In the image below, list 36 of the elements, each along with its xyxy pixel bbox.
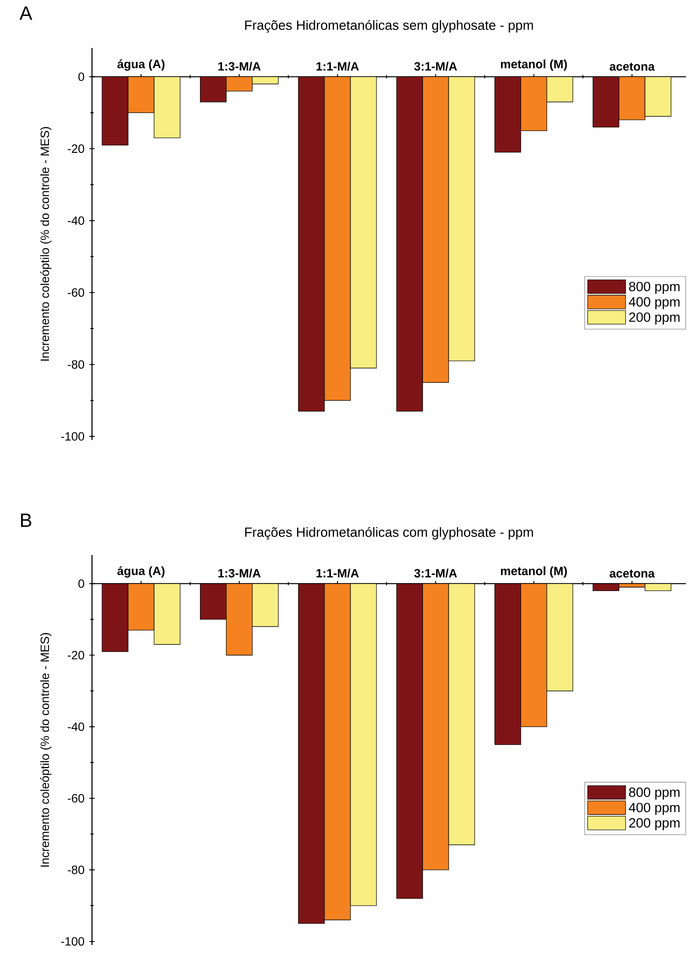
y-axis-title: Incremento coleóptilo (% do controle - MES) [40, 633, 52, 867]
legend-label: 800 ppm [629, 282, 680, 294]
text: A [20, 6, 32, 20]
x-tick-label: metanol (M) [500, 60, 567, 71]
x-tick-label: água (A) [117, 566, 164, 578]
y-tick-label: -40 [68, 216, 84, 225]
chart-title: Frações Hidrometanólicas com glyphosate - ppm [245, 526, 533, 540]
chart-title: Frações Hidrometanólicas sem glyphosate - ppm [245, 20, 533, 33]
y-tick-label: -100 [61, 937, 84, 946]
y-tick-label: -20 [68, 144, 84, 153]
x-tick-label: 1:1-M/A [316, 62, 359, 71]
x-tick-label: acetona [610, 62, 655, 71]
y-axis-title: Incremento coleóptilo (% do controle - MES) [40, 127, 52, 361]
y-tick-label: -80 [68, 360, 84, 369]
y-tick-label: -20 [68, 650, 84, 660]
x-tick-label: 3:1-M/A [414, 62, 457, 71]
legend-label: 200 ppm [629, 818, 680, 830]
legend-label: 200 ppm [629, 312, 680, 325]
legend-label: 400 ppm [628, 802, 680, 815]
y-tick-label: -60 [68, 794, 84, 803]
y-tick-label: -80 [68, 866, 84, 874]
x-tick-label: água (A) [117, 59, 164, 71]
text: B [21, 514, 32, 527]
x-tick-label: 1:3-M/A [218, 62, 261, 71]
legend-label: 800 ppm [629, 788, 680, 800]
legend-label: 400 ppm [628, 297, 680, 310]
x-tick-label: 1:3-M/A [218, 568, 261, 578]
y-tick-label: 0 [78, 579, 84, 588]
y-tick-label: 0 [78, 72, 84, 82]
y-tick-label: -60 [68, 288, 84, 297]
x-tick-label: metanol (M) [500, 566, 567, 578]
x-tick-label: acetona [610, 570, 655, 578]
y-tick-label: -100 [61, 432, 84, 441]
x-tick-label: 1:1-M/A [316, 568, 359, 578]
y-tick-label: -40 [68, 722, 84, 731]
x-tick-label: 3:1-M/A [414, 568, 457, 578]
